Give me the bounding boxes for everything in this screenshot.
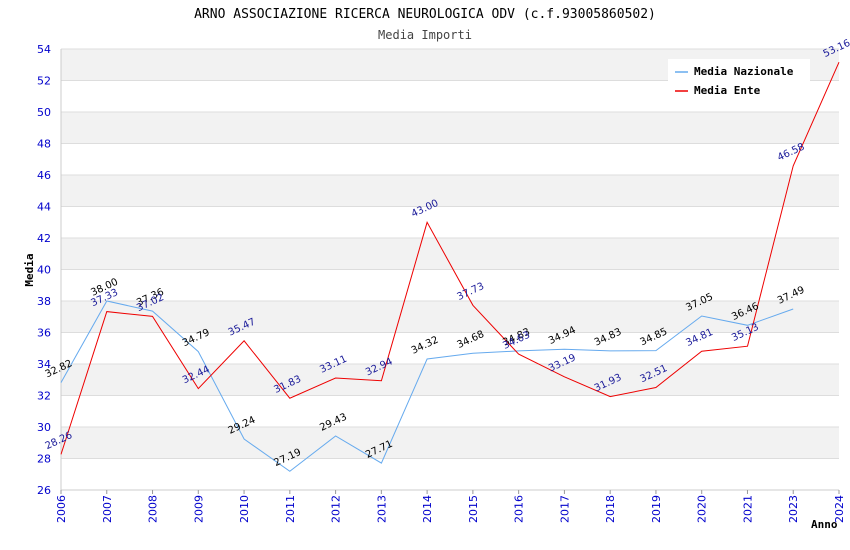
legend-label-media-nazionale: Media Nazionale: [694, 65, 794, 78]
x-tick-label: 2008: [147, 495, 160, 523]
y-tick-label: 42: [37, 232, 51, 245]
data-label: 46.58: [776, 142, 807, 164]
y-axis-label: Media: [23, 253, 36, 286]
series-line-media-nazionale: [60, 300, 794, 472]
x-axis-label: Anno: [811, 518, 838, 531]
y-tick-label: 26: [37, 484, 51, 497]
x-tick-label: 2011: [284, 495, 297, 523]
legend-box: [668, 59, 810, 101]
y-tick-label: 44: [37, 201, 51, 214]
x-tick-label: 2006: [55, 495, 68, 523]
y-tick-label: 52: [37, 75, 51, 88]
y-tick-label: 50: [37, 106, 51, 119]
y-tick-label: 46: [37, 169, 51, 182]
x-tick-label: 2023: [787, 495, 800, 523]
x-tick-label: 2020: [696, 495, 709, 523]
x-tick-label: 2021: [741, 495, 754, 523]
x-tick-label: 2013: [375, 495, 388, 523]
grid-band: [61, 175, 839, 207]
y-tick-label: 38: [37, 295, 51, 308]
chart-title: ARNO ASSOCIAZIONE RICERCA NEUROLOGICA OD…: [194, 7, 656, 22]
x-tick-label: 2024: [833, 495, 846, 523]
legend: Media Nazionale Media Ente: [668, 59, 810, 101]
x-tick-label: 2012: [330, 495, 343, 523]
chart-subtitle: Media Importi: [378, 28, 472, 42]
y-tick-label: 30: [37, 421, 51, 434]
x-tick-label: 2016: [513, 495, 526, 523]
y-tick-label: 48: [37, 138, 51, 151]
x-tick-label: 2014: [421, 495, 434, 523]
grid-band: [61, 427, 839, 459]
x-tick-label: 2017: [558, 495, 571, 523]
y-tick-label: 34: [37, 358, 51, 371]
y-tick-label: 32: [37, 390, 51, 403]
x-tick-label: 2010: [238, 495, 251, 523]
x-tick-label: 2007: [101, 495, 114, 523]
x-tick-label: 2018: [604, 495, 617, 523]
series-line-media-ente: [60, 61, 840, 455]
grid-band: [61, 301, 839, 333]
y-tick-label: 40: [37, 264, 51, 277]
y-tick-label: 28: [37, 453, 51, 466]
x-tick-label: 2019: [650, 495, 663, 523]
data-label: 34.32: [410, 335, 441, 357]
grid-band: [61, 364, 839, 396]
y-tick-label: 36: [37, 327, 51, 340]
legend-label-media-ente: Media Ente: [694, 84, 761, 97]
grid-band: [61, 112, 839, 144]
x-tick-label: 2015: [467, 495, 480, 523]
x-tick-label: 2009: [192, 495, 205, 523]
data-label: 37.73: [456, 281, 487, 303]
y-tick-label: 54: [37, 43, 51, 56]
